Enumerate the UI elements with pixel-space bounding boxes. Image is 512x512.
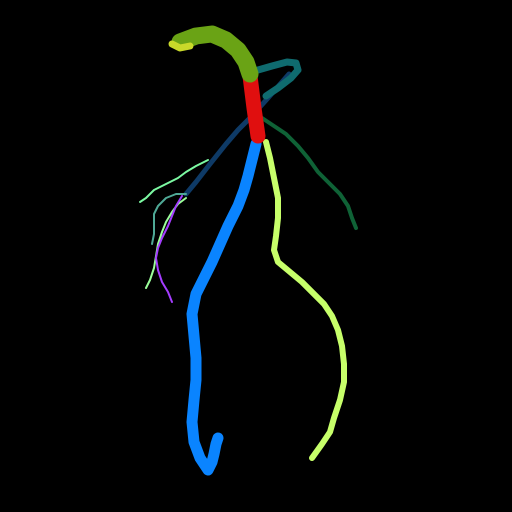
teal-branch <box>254 58 302 100</box>
darkgreen-branch <box>260 116 358 230</box>
mint-branch <box>139 159 209 203</box>
blue-main <box>186 138 262 476</box>
lime-main <box>263 139 347 461</box>
seafoam-branch <box>151 193 187 245</box>
seed-top <box>168 40 194 52</box>
primary-green <box>171 25 259 83</box>
primary-red <box>242 68 266 144</box>
navy-branch <box>183 71 292 197</box>
violet-branch <box>155 195 183 303</box>
